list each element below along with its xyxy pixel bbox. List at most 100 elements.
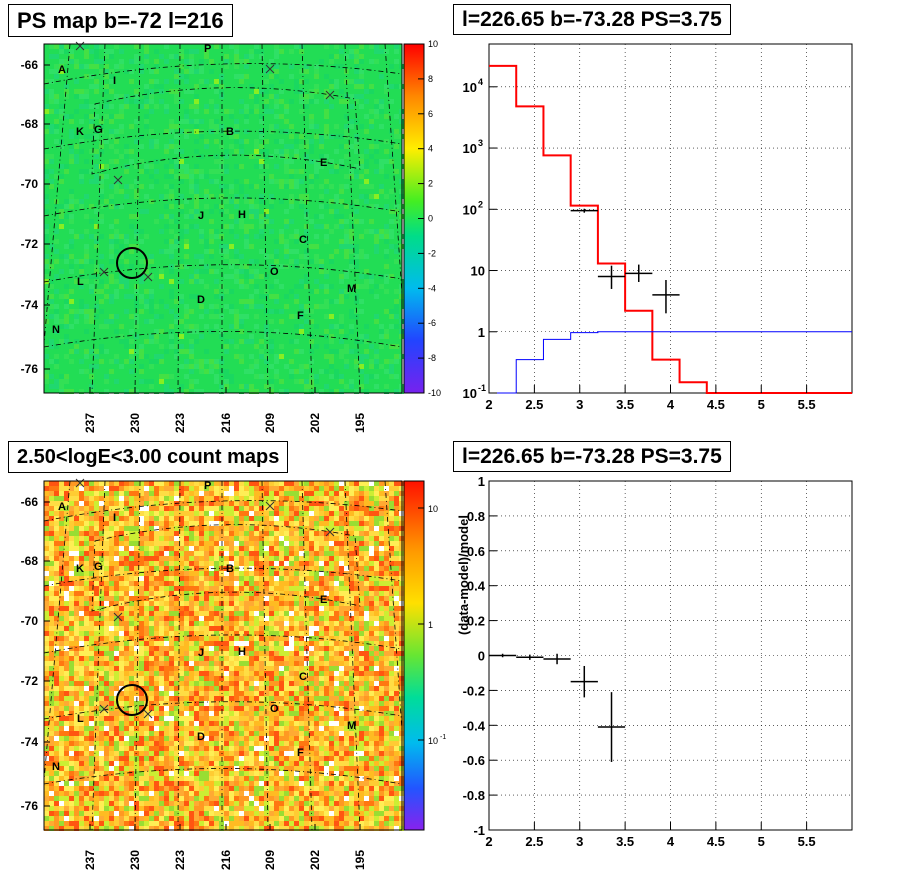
colorbar-frame (403, 480, 425, 831)
x-tick-label: 3 (576, 397, 583, 412)
psmap-title: PS map b=-72 l=216 (8, 4, 233, 37)
x-tick-label: 2 (485, 397, 492, 412)
source-label: N (52, 761, 60, 773)
colorbar-tick-label: 6 (428, 109, 433, 119)
source-label: L (77, 713, 84, 725)
source-label: O (270, 266, 279, 278)
y-tick-label: 10 (463, 141, 477, 156)
x-tick-label: 3 (576, 834, 583, 849)
longitude-line (301, 480, 313, 831)
y-tick-label: -0.8 (463, 788, 485, 803)
latitude-line (43, 701, 403, 720)
y-tick-label: -0.6 (463, 753, 485, 768)
cross-marker (75, 41, 85, 51)
countmap-frame (43, 480, 403, 831)
x-tick-label: 230 (128, 413, 142, 433)
psmap-pixels (44, 44, 404, 394)
x-tick-label: 223 (173, 413, 187, 433)
colorbar-tick-label: -8 (428, 353, 436, 363)
psmap-overlay: A I K G B E J H C L O M D F N P (52, 41, 356, 336)
y-tick-label: -70 (21, 614, 39, 628)
latitude-line (43, 567, 403, 587)
longitude-line (261, 480, 269, 831)
source-label: F (297, 747, 304, 759)
x-tick-label: 209 (263, 850, 277, 870)
latitude-line (43, 63, 403, 85)
source-label: C (299, 671, 307, 683)
x-tick-label: 216 (219, 413, 233, 433)
colorbar-tick-label: -2 (428, 248, 436, 258)
colorbar-exponent: -1 (440, 734, 446, 741)
y-tick-label: 0.8 (467, 509, 485, 524)
target-circle (116, 247, 148, 279)
x-tick-label: 4.5 (707, 397, 725, 412)
source-label: G (94, 561, 103, 573)
x-tick-label: 5.5 (798, 397, 816, 412)
region-outline (91, 524, 361, 612)
cross-marker (265, 501, 275, 511)
x-tick-label: 223 (173, 850, 187, 870)
colorbar-tick-label: 10 (428, 504, 438, 514)
psmap-frame (43, 43, 403, 394)
source-label: L (77, 276, 84, 288)
x-tick-label: 2.5 (525, 834, 543, 849)
cross-marker (143, 272, 153, 282)
cross-marker (325, 527, 335, 537)
y-tick-label: -76 (21, 799, 39, 813)
step-series (489, 64, 852, 394)
y-tick-label: -74 (21, 298, 39, 312)
source-label: E (320, 157, 327, 169)
cross-marker (265, 64, 275, 74)
x-tick-label: 230 (128, 850, 142, 870)
longitude-line (384, 43, 403, 295)
x-tick-label: 5.5 (798, 834, 816, 849)
y-tick-label: -66 (21, 58, 39, 72)
countmap-grid (43, 480, 403, 831)
longitude-line (384, 480, 403, 732)
latitude-line (43, 634, 403, 654)
psmap-grid (43, 43, 403, 394)
y-tick-label: -72 (21, 674, 39, 688)
target-circle (116, 684, 148, 716)
source-label: A (58, 64, 66, 76)
colorbar-tick-label: 2 (428, 179, 433, 189)
longitude-line (134, 43, 141, 394)
x-tick-label: 216 (219, 850, 233, 870)
x-tick-label: 4 (667, 834, 675, 849)
y-tick-label: -72 (21, 237, 39, 251)
step-series (489, 331, 852, 394)
source-label: J (198, 210, 204, 222)
spectrum-title: l=226.65 b=-73.28 PS=3.75 (453, 4, 731, 35)
longitude-line (134, 480, 141, 831)
longitude-line (91, 480, 106, 831)
y-tick-exponent: 3 (478, 138, 483, 148)
source-label: N (52, 324, 60, 336)
y-tick-label: 0 (478, 649, 485, 664)
y-tick-exponent: 4 (478, 77, 483, 87)
longitude-line (43, 43, 71, 345)
psmap-colorbar (404, 44, 424, 393)
source-label: G (94, 124, 103, 136)
y-tick-label: -76 (21, 362, 39, 376)
y-tick-label: -68 (21, 117, 39, 131)
cross-marker (99, 704, 109, 714)
source-label: I (113, 512, 116, 524)
x-tick-label: 5 (758, 397, 765, 412)
y-tick-label: -66 (21, 495, 39, 509)
x-tick-label: 2 (485, 834, 492, 849)
x-tick-label: 202 (308, 413, 322, 433)
x-tick-label: 202 (308, 850, 322, 870)
y-tick-label: 10 (463, 202, 477, 217)
source-label: P (204, 43, 211, 55)
source-label: D (197, 731, 205, 743)
source-label: D (197, 294, 205, 306)
source-label: B (226, 126, 234, 138)
latitude-line (43, 197, 403, 217)
latitude-line (43, 768, 403, 785)
latitude-line (43, 264, 403, 283)
source-label: O (270, 703, 279, 715)
x-tick-label: 4.5 (707, 834, 725, 849)
residual-ylabel: (data-model)/model (456, 515, 471, 635)
